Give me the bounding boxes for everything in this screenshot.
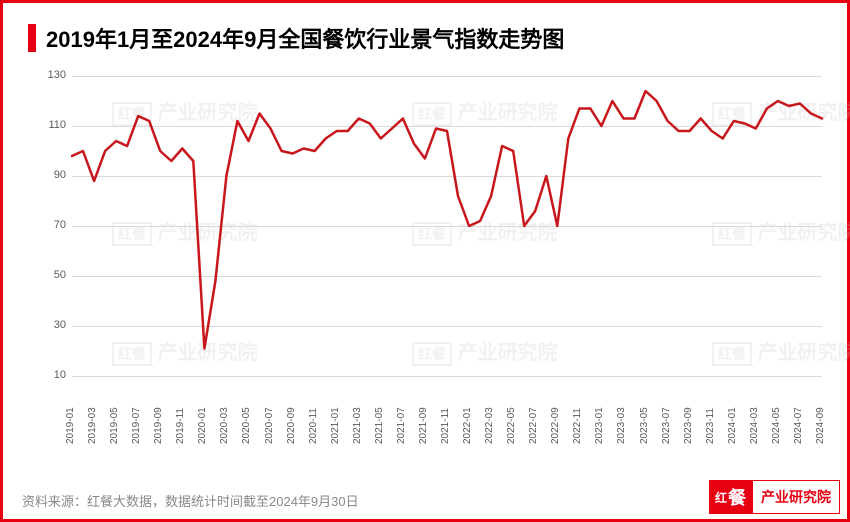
x-tick-label: 2022-11 [572, 408, 583, 444]
x-tick-label: 2019-07 [131, 407, 142, 444]
x-tick-label: 2022-01 [462, 407, 473, 444]
x-tick-label: 2023-09 [683, 407, 694, 444]
x-tick-label: 2019-01 [65, 407, 76, 444]
chart-title: 2019年1月至2024年9月全国餐饮行业景气指数走势图 [46, 22, 564, 54]
x-tick-label: 2019-11 [175, 408, 186, 444]
x-tick-label: 2019-09 [153, 407, 164, 444]
x-tick-label: 2020-05 [241, 407, 252, 444]
x-axis-labels: 2019-012019-032019-052019-072019-092019-… [72, 384, 822, 444]
brand-white-box: 产业研究院 [752, 480, 840, 514]
x-tick-label: 2023-05 [639, 407, 650, 444]
title-accent-bar [28, 24, 36, 52]
plot-region: 红餐 产业研究院 红餐 产业研究院 红餐 产业研究院 红餐 产业研究院 红餐 产… [72, 76, 822, 376]
x-tick-label: 2022-07 [528, 407, 539, 444]
x-tick-label: 2023-03 [616, 407, 627, 444]
x-tick-label: 2021-05 [374, 407, 385, 444]
y-tick-label: 50 [32, 269, 66, 281]
x-tick-label: 2020-09 [286, 407, 297, 444]
x-tick-label: 2023-07 [661, 407, 672, 444]
chart-area: 红餐 产业研究院 红餐 产业研究院 红餐 产业研究院 红餐 产业研究院 红餐 产… [32, 66, 822, 446]
x-tick-label: 2022-05 [506, 407, 517, 444]
x-tick-label: 2022-03 [484, 407, 495, 444]
x-tick-label: 2024-01 [727, 407, 738, 444]
x-tick-label: 2020-07 [264, 407, 275, 444]
x-tick-label: 2023-01 [594, 407, 605, 444]
source-footer: 资料来源：红餐大数据，数据统计时间截至2024年9月30日 [22, 491, 359, 510]
x-tick-label: 2021-01 [330, 407, 341, 444]
x-tick-label: 2021-07 [396, 407, 407, 444]
y-tick-label: 10 [32, 369, 66, 381]
x-tick-label: 2019-03 [87, 407, 98, 444]
x-tick-label: 2022-09 [550, 407, 561, 444]
brand-badge: 红 餐 产业研究院 [709, 480, 840, 514]
x-tick-label: 2019-05 [109, 407, 120, 444]
y-tick-label: 110 [32, 119, 66, 131]
x-tick-label: 2021-09 [418, 407, 429, 444]
x-tick-label: 2020-01 [197, 407, 208, 444]
y-tick-label: 70 [32, 219, 66, 231]
chart-header: 2019年1月至2024年9月全国餐饮行业景气指数走势图 [28, 22, 564, 54]
x-tick-label: 2024-09 [815, 407, 826, 444]
y-tick-label: 130 [32, 69, 66, 81]
x-tick-label: 2024-05 [771, 407, 782, 444]
x-tick-label: 2020-03 [219, 407, 230, 444]
y-tick-label: 90 [32, 169, 66, 181]
x-tick-label: 2023-11 [705, 408, 716, 444]
y-tick-label: 30 [32, 319, 66, 331]
brand-red-box: 红 餐 [709, 480, 752, 514]
x-tick-label: 2021-03 [352, 407, 363, 444]
x-tick-label: 2021-11 [440, 408, 451, 444]
line-series [72, 76, 822, 376]
x-tick-label: 2020-11 [308, 408, 319, 444]
x-tick-label: 2024-03 [749, 407, 760, 444]
gridline [72, 376, 822, 377]
x-tick-label: 2024-07 [793, 407, 804, 444]
